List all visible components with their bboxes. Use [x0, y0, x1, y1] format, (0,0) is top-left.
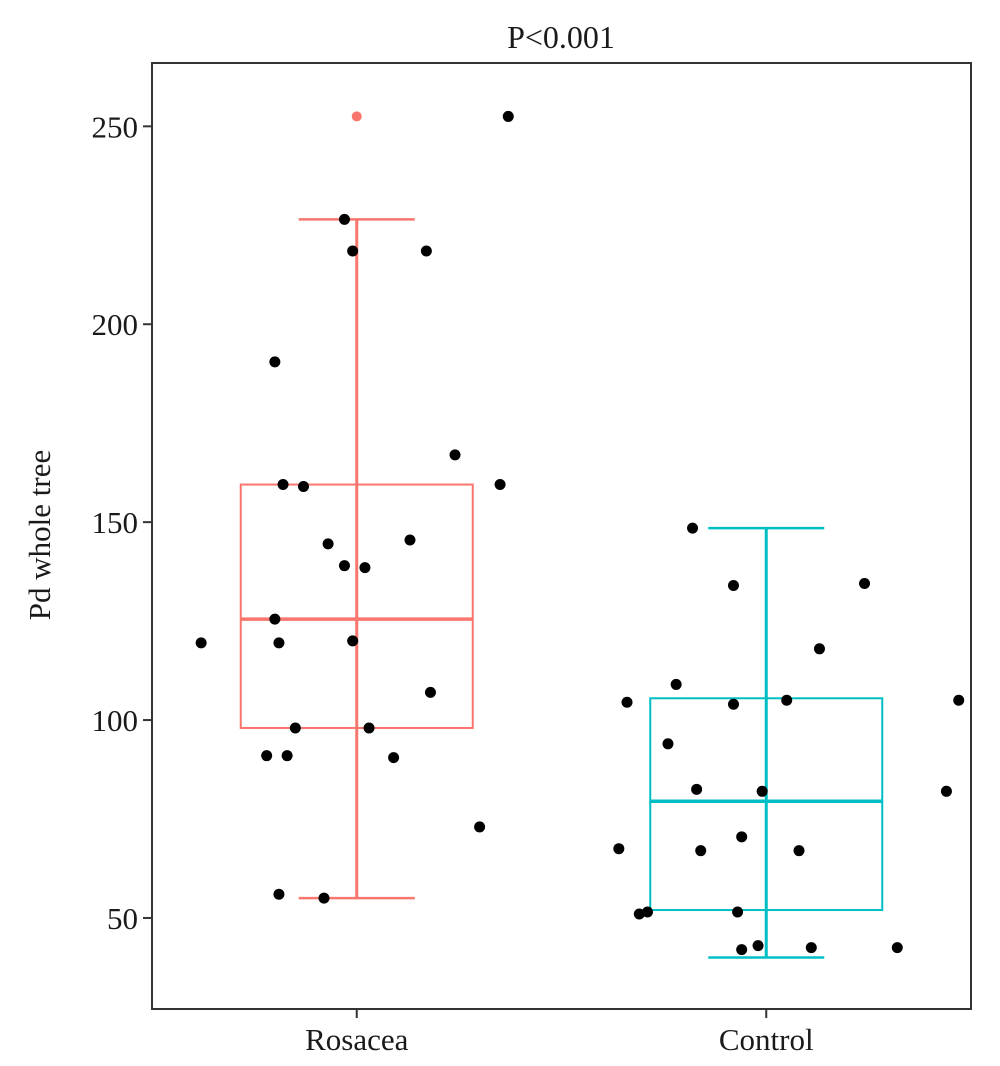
- data-point: [338, 213, 350, 225]
- data-point: [269, 613, 281, 625]
- data-point: [727, 698, 739, 710]
- data-point: [732, 906, 744, 918]
- data-point: [662, 738, 674, 750]
- data-point: [859, 577, 871, 589]
- x-axis: Rosacea Control: [305, 1009, 814, 1057]
- data-point: [273, 888, 285, 900]
- chart-title: P<0.001: [507, 19, 615, 55]
- x-tick-label: Control: [719, 1022, 814, 1057]
- data-point: [359, 562, 371, 574]
- data-point: [322, 538, 334, 550]
- data-point: [363, 722, 375, 734]
- data-points: [195, 110, 965, 956]
- data-point: [793, 845, 805, 857]
- data-point: [691, 783, 703, 795]
- x-tick-label: Rosacea: [305, 1022, 409, 1057]
- plot-panel: [151, 62, 972, 1010]
- data-point: [891, 942, 903, 954]
- data-point: [347, 635, 359, 647]
- box-iqr: [649, 697, 884, 912]
- data-point: [494, 479, 506, 491]
- data-point: [449, 449, 461, 461]
- data-point: [269, 356, 281, 368]
- y-tick-label: 150: [92, 505, 139, 540]
- box-control: [649, 526, 884, 959]
- data-point: [281, 750, 293, 762]
- data-point: [289, 722, 301, 734]
- data-point: [781, 694, 793, 706]
- data-point: [687, 522, 699, 534]
- data-point: [261, 750, 273, 762]
- data-point: [195, 637, 207, 649]
- data-point: [338, 560, 350, 572]
- data-point: [805, 942, 817, 954]
- data-point: [347, 245, 359, 257]
- data-point: [420, 245, 432, 257]
- box-iqr: [239, 483, 474, 729]
- data-point: [298, 481, 310, 493]
- y-axis: 50 100 150 200 250: [92, 109, 152, 936]
- data-point: [277, 479, 289, 491]
- y-tick-label: 250: [92, 109, 139, 144]
- data-point: [670, 678, 682, 690]
- data-point: [953, 694, 965, 706]
- boxplots: [239, 111, 884, 959]
- y-tick-label: 100: [92, 703, 139, 738]
- outlier-point: [351, 111, 362, 122]
- data-point: [404, 534, 416, 546]
- data-point: [621, 696, 633, 708]
- data-point: [813, 643, 825, 655]
- data-point: [474, 821, 486, 833]
- data-point: [424, 686, 436, 698]
- data-point: [727, 579, 739, 591]
- y-tick-label: 200: [92, 307, 139, 342]
- data-point: [502, 110, 514, 122]
- data-point: [388, 752, 400, 764]
- data-point: [613, 843, 625, 855]
- data-point: [318, 892, 330, 904]
- data-point: [695, 845, 707, 857]
- data-point: [736, 831, 748, 843]
- data-point: [641, 906, 653, 918]
- data-point: [752, 940, 764, 952]
- y-axis-title: Pd whole tree: [22, 450, 57, 620]
- data-point: [273, 637, 285, 649]
- data-point: [940, 785, 952, 797]
- data-point: [736, 944, 748, 956]
- y-tick-label: 50: [107, 901, 138, 936]
- box-rosacea: [239, 111, 474, 900]
- data-point: [756, 785, 768, 797]
